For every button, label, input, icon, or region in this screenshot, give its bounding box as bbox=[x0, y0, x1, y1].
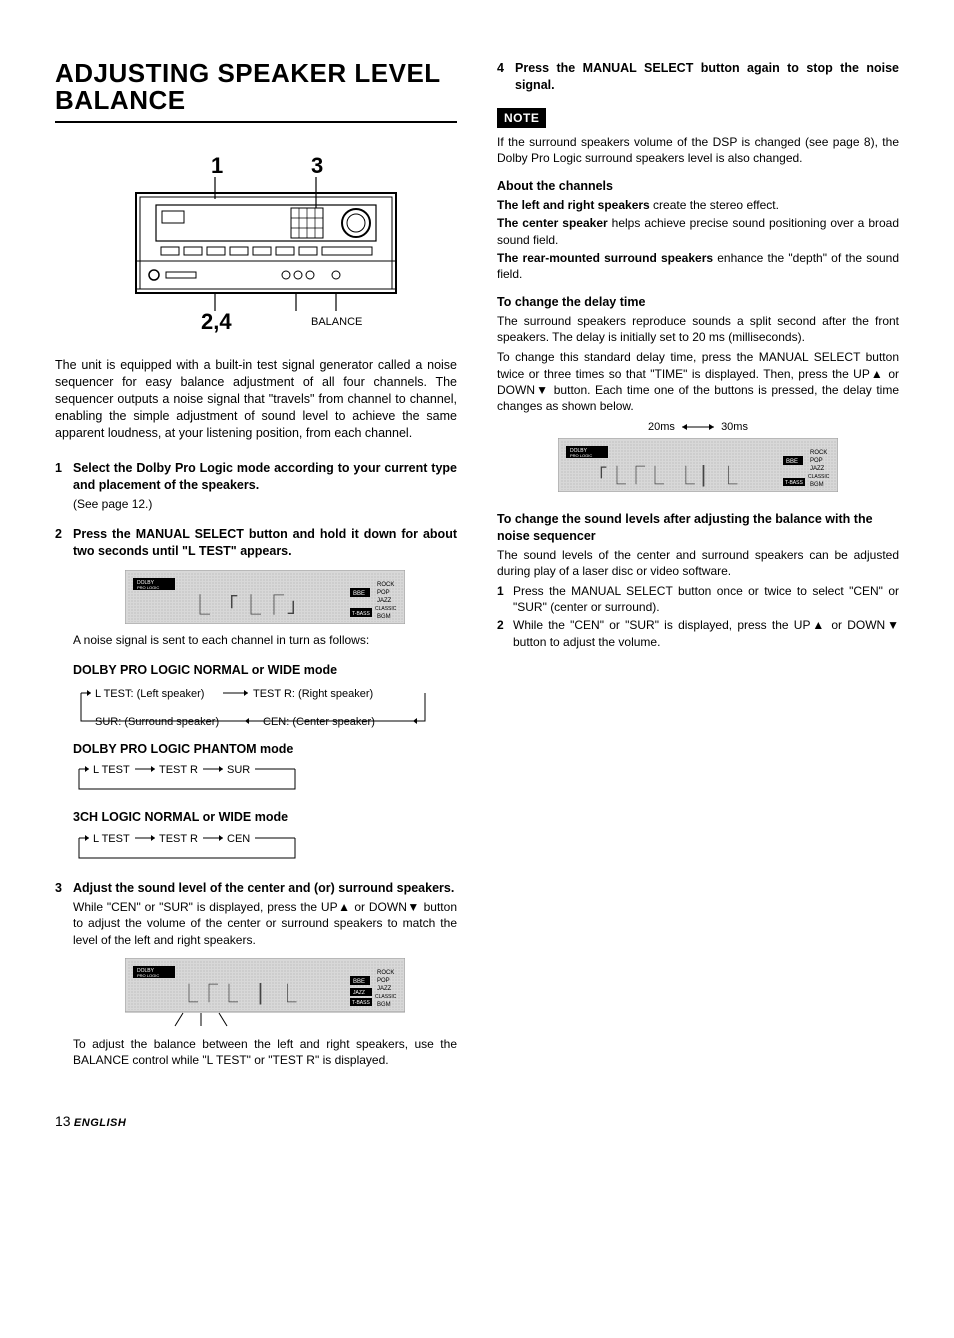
ab-item-1: Press the MANUAL SELECT button once or t… bbox=[513, 583, 899, 615]
svg-text:JAZZ: JAZZ bbox=[810, 466, 825, 472]
delay-30ms: 30ms bbox=[721, 421, 748, 433]
step-2: 2 Press the MANUAL SELECT button and hol… bbox=[55, 526, 457, 648]
svg-text:TEST R: (Right speaker): TEST R: (Right speaker) bbox=[253, 688, 373, 700]
svg-text:PRO LOGIC: PRO LOGIC bbox=[137, 973, 159, 978]
step-3-text: While "CEN" or "SUR" is displayed, press… bbox=[73, 899, 457, 948]
channels-center: The center speaker helps achieve precise… bbox=[497, 215, 899, 247]
step-3-title: Adjust the sound level of the center and… bbox=[73, 880, 457, 897]
svg-text:CLASSIC: CLASSIC bbox=[375, 606, 397, 612]
svg-text:｢⎿⎾⎿ ⎿⎟ ⎿: ｢⎿⎾⎿ ⎿⎟ ⎿ bbox=[598, 465, 739, 487]
page-title: ADJUSTING SPEAKER LEVEL BALANCE bbox=[55, 60, 457, 115]
callout-balance: BALANCE bbox=[311, 316, 362, 328]
callout-1: 1 bbox=[211, 153, 223, 178]
channels-lr: The left and right speakers create the s… bbox=[497, 197, 899, 213]
step-1-sub: (See page 12.) bbox=[73, 496, 457, 512]
delay-p1: The surround speakers reproduce sounds a… bbox=[497, 313, 899, 345]
note-text: If the surround speakers volume of the D… bbox=[497, 134, 899, 166]
svg-text:BBE: BBE bbox=[353, 591, 365, 597]
step-1: 1 Select the Dolby Pro Logic mode accord… bbox=[55, 460, 457, 512]
callout-2-4: 2,4 bbox=[201, 309, 232, 333]
afterbalance-heading: To change the sound levels after adjusti… bbox=[497, 511, 899, 545]
svg-text:ROCK: ROCK bbox=[377, 970, 394, 976]
svg-text:L TEST: L TEST bbox=[93, 764, 130, 776]
ab-item-1-num: 1 bbox=[497, 583, 513, 615]
svg-text:BBE: BBE bbox=[786, 459, 798, 465]
svg-text:T-BASS: T-BASS bbox=[785, 480, 803, 486]
svg-text:L TEST: (Left speaker): L TEST: (Left speaker) bbox=[95, 688, 204, 700]
channels-lr-rest: create the stereo effect. bbox=[650, 198, 779, 212]
svg-text:T-BASS: T-BASS bbox=[352, 1000, 370, 1006]
svg-text:L TEST: L TEST bbox=[93, 833, 130, 845]
svg-text:BGM: BGM bbox=[810, 482, 824, 488]
callout-3: 3 bbox=[311, 153, 323, 178]
step-2-title: Press the MANUAL SELECT button and hold … bbox=[73, 526, 457, 560]
step-2-aftertext: A noise signal is sent to each channel i… bbox=[73, 632, 457, 648]
svg-text:POP: POP bbox=[377, 978, 390, 984]
step-3: 3 Adjust the sound level of the center a… bbox=[55, 880, 457, 1068]
mode-phantom: DOLBY PRO LOGIC PHANTOM mode bbox=[73, 741, 457, 758]
delay-heading: To change the delay time bbox=[497, 294, 899, 311]
step-2-num: 2 bbox=[55, 526, 73, 648]
svg-text:BGM: BGM bbox=[377, 1002, 391, 1008]
svg-text:ROCK: ROCK bbox=[377, 582, 394, 588]
svg-text:CEN: (Center speaker): CEN: (Center speaker) bbox=[263, 716, 375, 728]
flow-3ch: L TEST TEST R CEN bbox=[73, 830, 457, 866]
svg-text:SUR: SUR bbox=[227, 764, 250, 776]
step-4-title: Press the MANUAL SELECT button again to … bbox=[515, 60, 899, 94]
device-figure: 1 3 bbox=[55, 153, 457, 338]
svg-text:CLASSIC: CLASSIC bbox=[808, 474, 830, 480]
ab-item-2-num: 2 bbox=[497, 617, 513, 649]
channels-rear: The rear-mounted surround speakers enhan… bbox=[497, 250, 899, 282]
step-3-tail: To adjust the balance between the left a… bbox=[73, 1036, 457, 1068]
delay-figure: 20ms 30ms DOLBY PRO LOGIC ｢⎿⎾⎿ ⎿⎟ ⎿ BBE … bbox=[497, 420, 899, 497]
svg-text:TEST R: TEST R bbox=[159, 833, 198, 845]
step-4-num: 4 bbox=[497, 60, 515, 94]
flow-normal-wide: L TEST: (Left speaker) TEST R: (Right sp… bbox=[73, 683, 457, 729]
svg-text:BGM: BGM bbox=[377, 614, 391, 620]
svg-text:SUR: (Surround speaker): SUR: (Surround speaker) bbox=[95, 716, 219, 728]
step-1-num: 1 bbox=[55, 460, 73, 512]
svg-text:PRO LOGIC: PRO LOGIC bbox=[137, 585, 159, 590]
page-footer: 13 ENGLISH bbox=[55, 1112, 899, 1131]
channels-lr-bold: The left and right speakers bbox=[497, 198, 650, 212]
svg-text:JAZZ: JAZZ bbox=[353, 990, 365, 996]
lcd-display-cen: DOLBY PRO LOGIC ⎿⎾⎿ ⎟ ⎿ BBE JAZZ T-BASS … bbox=[125, 958, 405, 1028]
page-number: 13 bbox=[55, 1113, 71, 1129]
channels-heading: About the channels bbox=[497, 178, 899, 195]
svg-text:CLASSIC: CLASSIC bbox=[375, 994, 397, 1000]
svg-text:JAZZ: JAZZ bbox=[377, 598, 392, 604]
channels-center-bold: The center speaker bbox=[497, 216, 608, 230]
delay-20ms: 20ms bbox=[648, 421, 675, 433]
svg-text:PRO LOGIC: PRO LOGIC bbox=[570, 453, 592, 458]
svg-text:T-BASS: T-BASS bbox=[352, 611, 370, 617]
flow-phantom: L TEST TEST R SUR bbox=[73, 761, 457, 797]
svg-text:⎿⎾⎿ ⎟ ⎿: ⎿⎾⎿ ⎟ ⎿ bbox=[180, 983, 299, 1005]
svg-text:⎿ ｢⎿⎾｣: ⎿ ｢⎿⎾｣ bbox=[190, 593, 300, 617]
step-1-title: Select the Dolby Pro Logic mode accordin… bbox=[73, 460, 457, 494]
afterbalance-text: The sound levels of the center and surro… bbox=[497, 547, 899, 579]
step-3-num: 3 bbox=[55, 880, 73, 1068]
intro-paragraph: The unit is equipped with a built-in tes… bbox=[55, 357, 457, 441]
page-language: ENGLISH bbox=[74, 1117, 126, 1129]
afterbalance-list: 1Press the MANUAL SELECT button once or … bbox=[497, 583, 899, 650]
mode-3ch: 3CH LOGIC NORMAL or WIDE mode bbox=[73, 809, 457, 826]
svg-text:ROCK: ROCK bbox=[810, 450, 827, 456]
svg-text:POP: POP bbox=[377, 590, 390, 596]
svg-text:BBE: BBE bbox=[353, 979, 365, 985]
channels-rear-bold: The rear-mounted surround speakers bbox=[497, 251, 713, 265]
step-4: 4 Press the MANUAL SELECT button again t… bbox=[497, 60, 899, 94]
svg-text:CEN: CEN bbox=[227, 833, 250, 845]
ab-item-2: While the "CEN" or "SUR" is displayed, p… bbox=[513, 617, 899, 649]
svg-text:JAZZ: JAZZ bbox=[377, 986, 392, 992]
delay-p2: To change this standard delay time, pres… bbox=[497, 349, 899, 414]
mode-normal-wide: DOLBY PRO LOGIC NORMAL or WIDE mode bbox=[73, 662, 457, 679]
lcd-display-ltest: DOLBY PRO LOGIC ⎿ ｢⎿⎾｣ BBE T-BASS ROCK P… bbox=[125, 570, 405, 624]
svg-text:TEST R: TEST R bbox=[159, 764, 198, 776]
title-rule bbox=[55, 121, 457, 123]
svg-text:POP: POP bbox=[810, 458, 823, 464]
note-badge: NOTE bbox=[497, 108, 546, 128]
